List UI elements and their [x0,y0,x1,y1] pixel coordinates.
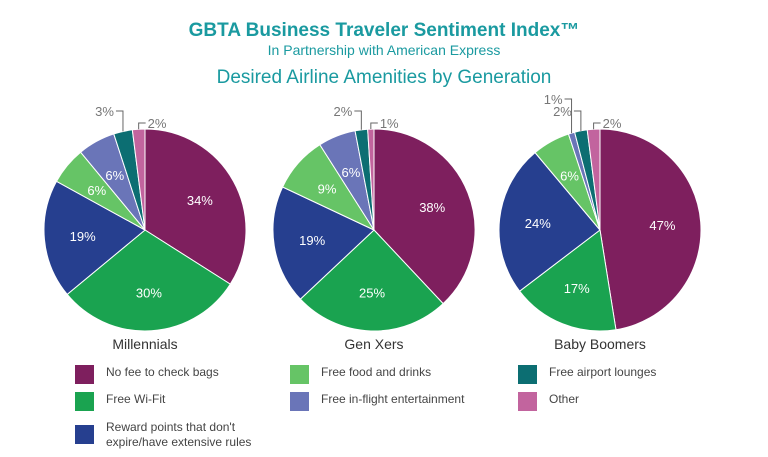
data-label: 34% [187,193,213,208]
pie-slice [599,128,702,331]
legend-label: Free Wi-Fit [106,392,166,406]
header-title: GBTA Business Traveler Sentiment Index™ [188,20,580,41]
pie-label: Baby Boomers [554,336,646,352]
legend-label: Reward points that don't expire/have ext… [106,420,252,449]
legend-swatch [290,365,309,384]
data-label: 19% [70,229,96,244]
data-label: 2% [553,104,572,119]
legend-swatch [290,392,309,411]
legend-item-wifi: Free Wi-Fit [75,392,165,411]
data-label: 30% [136,285,162,300]
pie-slice [518,229,617,332]
legend-item-food: Free food and drinks [290,365,431,384]
data-label: 19% [299,233,325,248]
pie-slice [144,128,247,285]
pie-slice [43,180,146,296]
data-label: 38% [419,200,445,215]
legend-label: Free airport lounges [549,365,657,379]
data-label: 1% [380,116,399,131]
legend-label: Free food and drinks [321,365,432,379]
leader-line [564,98,573,134]
leader-line [115,110,124,132]
leader-line [370,122,378,130]
leader-line [573,110,582,131]
leader-line [354,110,362,130]
legend-swatch [75,392,94,411]
data-label: 2% [148,116,167,131]
data-label: 3% [95,104,114,119]
pie-slice [272,186,375,300]
pie-slice [586,128,601,231]
data-label: 6% [87,183,106,198]
pie-label: Millennials [112,336,177,352]
legend-swatch [518,392,537,411]
pie-slice [373,128,476,305]
legend-label: No fee to check bags [106,365,219,379]
pie-slice [66,229,231,332]
pie-slice [498,151,601,292]
legend-label: Other [549,392,580,406]
data-label: 2% [334,104,353,119]
legend-swatch [518,365,537,384]
legend-item-lounges: Free airport lounges [518,365,656,384]
pie-slice [299,229,444,332]
legend-item-entertainment: Free in-flight entertainment [290,392,464,411]
legend-item-bags: No fee to check bags [75,365,219,384]
data-label: 6% [105,168,124,183]
data-label: 6% [560,168,579,183]
legend-swatch [75,365,94,384]
data-label: 17% [564,281,590,296]
header-subtitle: In Partnership with American Express [267,42,501,58]
chart-title: Desired Airline Amenities by Generation [216,67,552,88]
data-label: 47% [649,218,675,233]
data-label: 1% [544,92,563,107]
leader-line [593,122,601,130]
legend-item-other: Other [518,392,579,411]
data-label: 2% [603,116,622,131]
data-label: 6% [342,165,361,180]
data-label: 24% [525,216,551,231]
legend-swatch [75,425,94,444]
legend-label: Free in-flight entertainment [321,392,465,406]
data-label: 25% [359,286,385,301]
data-label: 9% [318,182,337,197]
leader-line [138,122,146,130]
legend-item-rewards: Reward points that don't expire/have ext… [75,420,275,450]
pie-label: Gen Xers [344,336,403,352]
